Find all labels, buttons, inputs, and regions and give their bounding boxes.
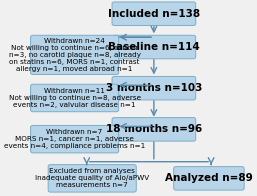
FancyBboxPatch shape <box>112 76 196 100</box>
Text: 3 months n=103: 3 months n=103 <box>106 83 202 93</box>
Text: Excluded from analyses
Inadequate quality of Alo/aPWV
measurements n=7: Excluded from analyses Inadequate qualit… <box>35 168 149 188</box>
Text: Analyzed n=89: Analyzed n=89 <box>165 173 253 183</box>
FancyBboxPatch shape <box>31 125 119 153</box>
FancyBboxPatch shape <box>174 167 244 190</box>
FancyBboxPatch shape <box>48 165 136 192</box>
Text: Baseline n=114: Baseline n=114 <box>108 42 200 52</box>
Text: 18 months n=96: 18 months n=96 <box>106 124 202 134</box>
FancyBboxPatch shape <box>112 35 196 59</box>
Text: Withdrawn n=11
Not willing to continue n=8, adverse
events n=2, valvular disease: Withdrawn n=11 Not willing to continue n… <box>8 88 141 108</box>
FancyBboxPatch shape <box>112 2 196 25</box>
FancyBboxPatch shape <box>112 118 196 141</box>
Text: Included n=138: Included n=138 <box>108 9 200 19</box>
FancyBboxPatch shape <box>31 35 119 74</box>
Text: Withdrawn n=7
MORS n=1, cancer n=1, adverse
events n=4, compliance problems n=1: Withdrawn n=7 MORS n=1, cancer n=1, adve… <box>4 129 145 149</box>
FancyBboxPatch shape <box>31 84 119 112</box>
Text: Withdrawn n=24
Not willing to continue n=6, cancer
n=3, no carotid plaque n=8, a: Withdrawn n=24 Not willing to continue n… <box>9 38 141 72</box>
